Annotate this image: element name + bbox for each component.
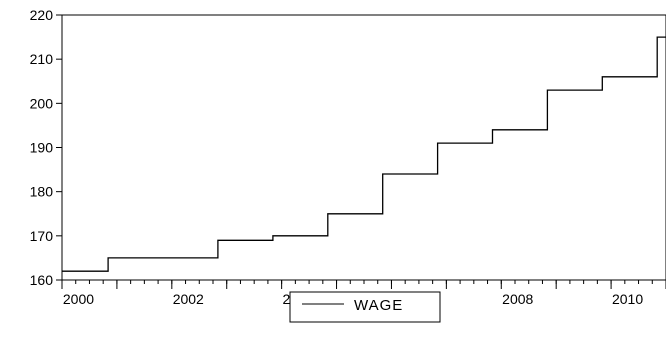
y-tick-label-180: 180 [30, 184, 54, 200]
plot-frame [61, 14, 666, 281]
x-tick-label-2002: 2002 [173, 291, 204, 307]
x-tick-label-2010: 2010 [612, 291, 643, 307]
y-tick-label-170: 170 [30, 228, 54, 244]
y-tick-label-190: 190 [30, 140, 54, 156]
legend-label-wage: WAGE [354, 297, 403, 314]
x-tick-label-2008: 2008 [502, 291, 533, 307]
legend: WAGE [289, 291, 441, 323]
y-tick-label-160: 160 [30, 272, 54, 288]
y-tick-label-200: 200 [30, 95, 54, 111]
legend-box [289, 291, 441, 323]
series-layer [62, 36, 666, 272]
x-tick-label-2000: 2000 [63, 291, 94, 307]
series-line-wage [62, 36, 666, 272]
y-tick-label-220: 220 [30, 7, 54, 23]
y-tick-label-210: 210 [30, 51, 54, 67]
y-axis: 160 170 180 190 200 210 220 [30, 7, 62, 288]
